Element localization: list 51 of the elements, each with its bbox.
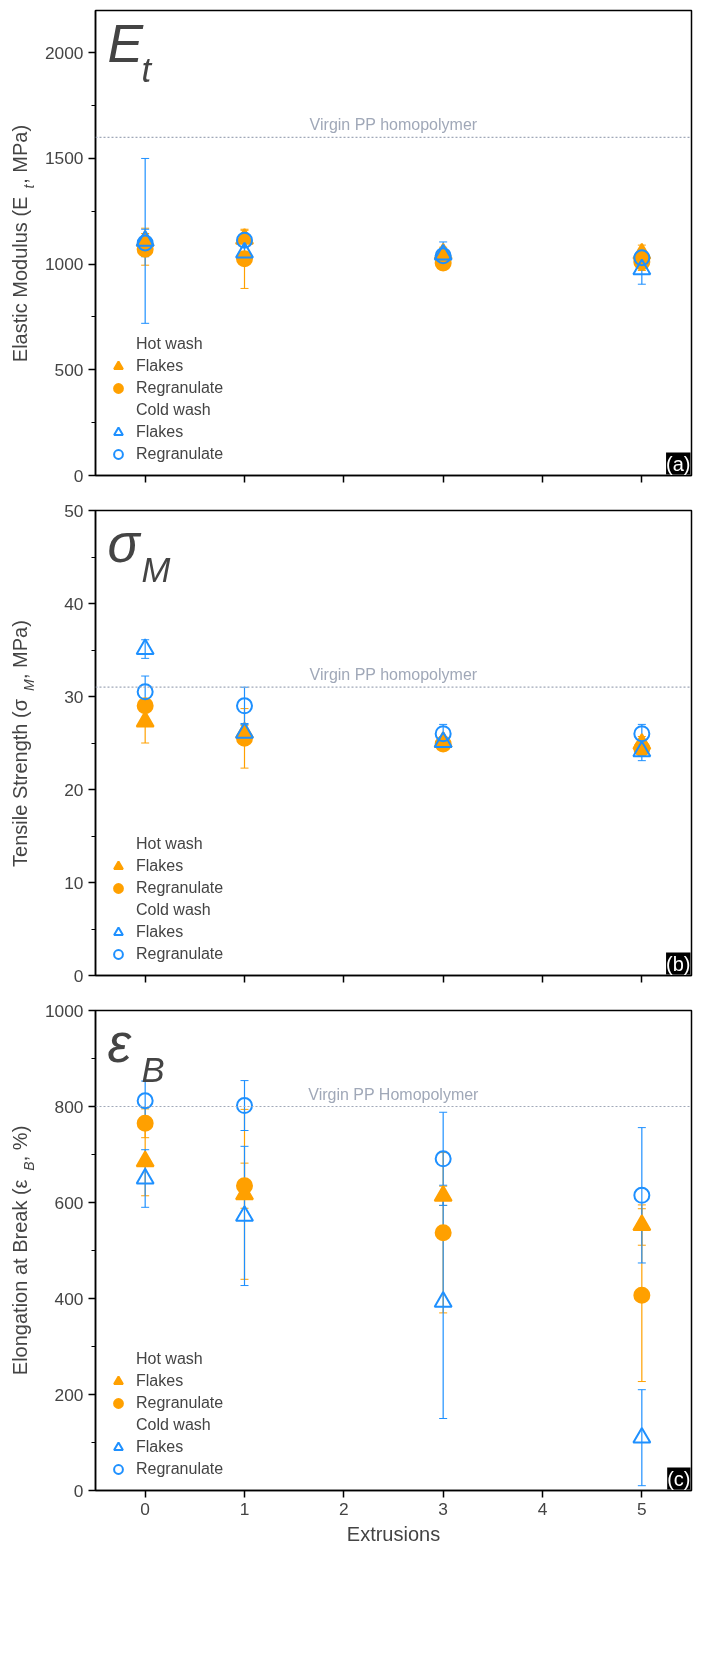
ref-line-label: Virgin PP homopolymer	[309, 116, 478, 134]
x-tick-label: 1	[239, 1498, 250, 1519]
legend-label: Regranulate	[136, 378, 224, 398]
y-tick-label: 1000	[44, 1000, 84, 1021]
y-axis-title: Elongation at Break (εB, %)	[8, 1125, 37, 1376]
y-tick-label: 0	[73, 1480, 84, 1501]
x-tick-label: 2	[339, 1498, 349, 1519]
annotation: (b)	[666, 952, 691, 975]
y-tick-label: 10	[64, 872, 84, 893]
legend-label: Flakes	[136, 856, 184, 876]
annotation: Cold wash	[136, 400, 211, 420]
legend-label: Flakes	[136, 1371, 184, 1391]
x-tick-label: 4	[537, 1498, 548, 1519]
y-tick-label: 400	[54, 1288, 84, 1309]
y-tick-label: 30	[64, 686, 84, 707]
x-tick-label: 0	[140, 1498, 150, 1519]
y-tick-label: 20	[64, 779, 84, 800]
legend-label: Flakes	[136, 922, 184, 942]
y-axis-title: Tensile Strength (σM, MPa)	[8, 620, 37, 867]
legend-label: Flakes	[136, 356, 184, 376]
y-tick-label: 1500	[44, 148, 84, 169]
y-tick-label: 200	[54, 1384, 84, 1405]
x-tick-label: 5	[637, 1498, 647, 1519]
y-tick-label: 1000	[44, 254, 84, 275]
annotation: Hot wash	[136, 834, 203, 854]
legend-label: Regranulate	[136, 444, 224, 464]
y-tick-label: 50	[64, 500, 84, 521]
y-tick-label: 0	[73, 465, 84, 486]
annotation: (c)	[667, 1467, 691, 1490]
legend-label: Regranulate	[136, 1459, 224, 1479]
legend-label: Regranulate	[136, 878, 224, 898]
annotation: Cold wash	[136, 1415, 211, 1435]
legend-label: Flakes	[136, 422, 184, 442]
y-axis-title: Elastic Modulus (Et, MPa)	[8, 124, 37, 363]
annotation: Hot wash	[136, 334, 203, 354]
x-tick-label: 3	[438, 1498, 448, 1519]
y-tick-label: 600	[54, 1192, 84, 1213]
ref-line-label: Virgin PP Homopolymer	[308, 1085, 480, 1103]
legend-label: Regranulate	[136, 944, 224, 964]
annotation: (a)	[666, 452, 691, 475]
y-tick-label: 800	[54, 1096, 84, 1117]
x-axis-title: Extrusions	[346, 1522, 441, 1545]
y-tick-label: 40	[64, 593, 84, 614]
legend-label: Flakes	[136, 1437, 184, 1457]
y-tick-label: 2000	[44, 42, 84, 63]
annotation: Hot wash	[136, 1349, 203, 1369]
legend-label: Regranulate	[136, 1393, 224, 1413]
y-tick-label: 500	[54, 359, 84, 380]
ref-line-label: Virgin PP homopolymer	[309, 666, 478, 684]
annotation: Cold wash	[136, 900, 211, 920]
y-tick-label: 0	[73, 965, 84, 986]
